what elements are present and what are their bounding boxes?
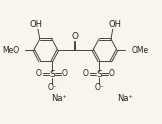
Text: O: O: [83, 69, 89, 78]
Text: Na⁺: Na⁺: [51, 94, 67, 103]
Text: OMe: OMe: [132, 46, 149, 55]
Text: S: S: [96, 70, 102, 79]
Text: Na⁺: Na⁺: [117, 94, 133, 103]
Text: O⁻: O⁻: [95, 83, 105, 93]
Text: O: O: [109, 69, 115, 78]
Text: MeO: MeO: [2, 46, 19, 55]
Text: O: O: [72, 32, 79, 41]
Text: S: S: [49, 70, 55, 79]
Text: O⁻: O⁻: [48, 83, 58, 93]
Text: O: O: [62, 69, 68, 78]
Text: O: O: [36, 69, 42, 78]
Text: OH: OH: [30, 20, 43, 29]
Text: OH: OH: [108, 20, 121, 29]
